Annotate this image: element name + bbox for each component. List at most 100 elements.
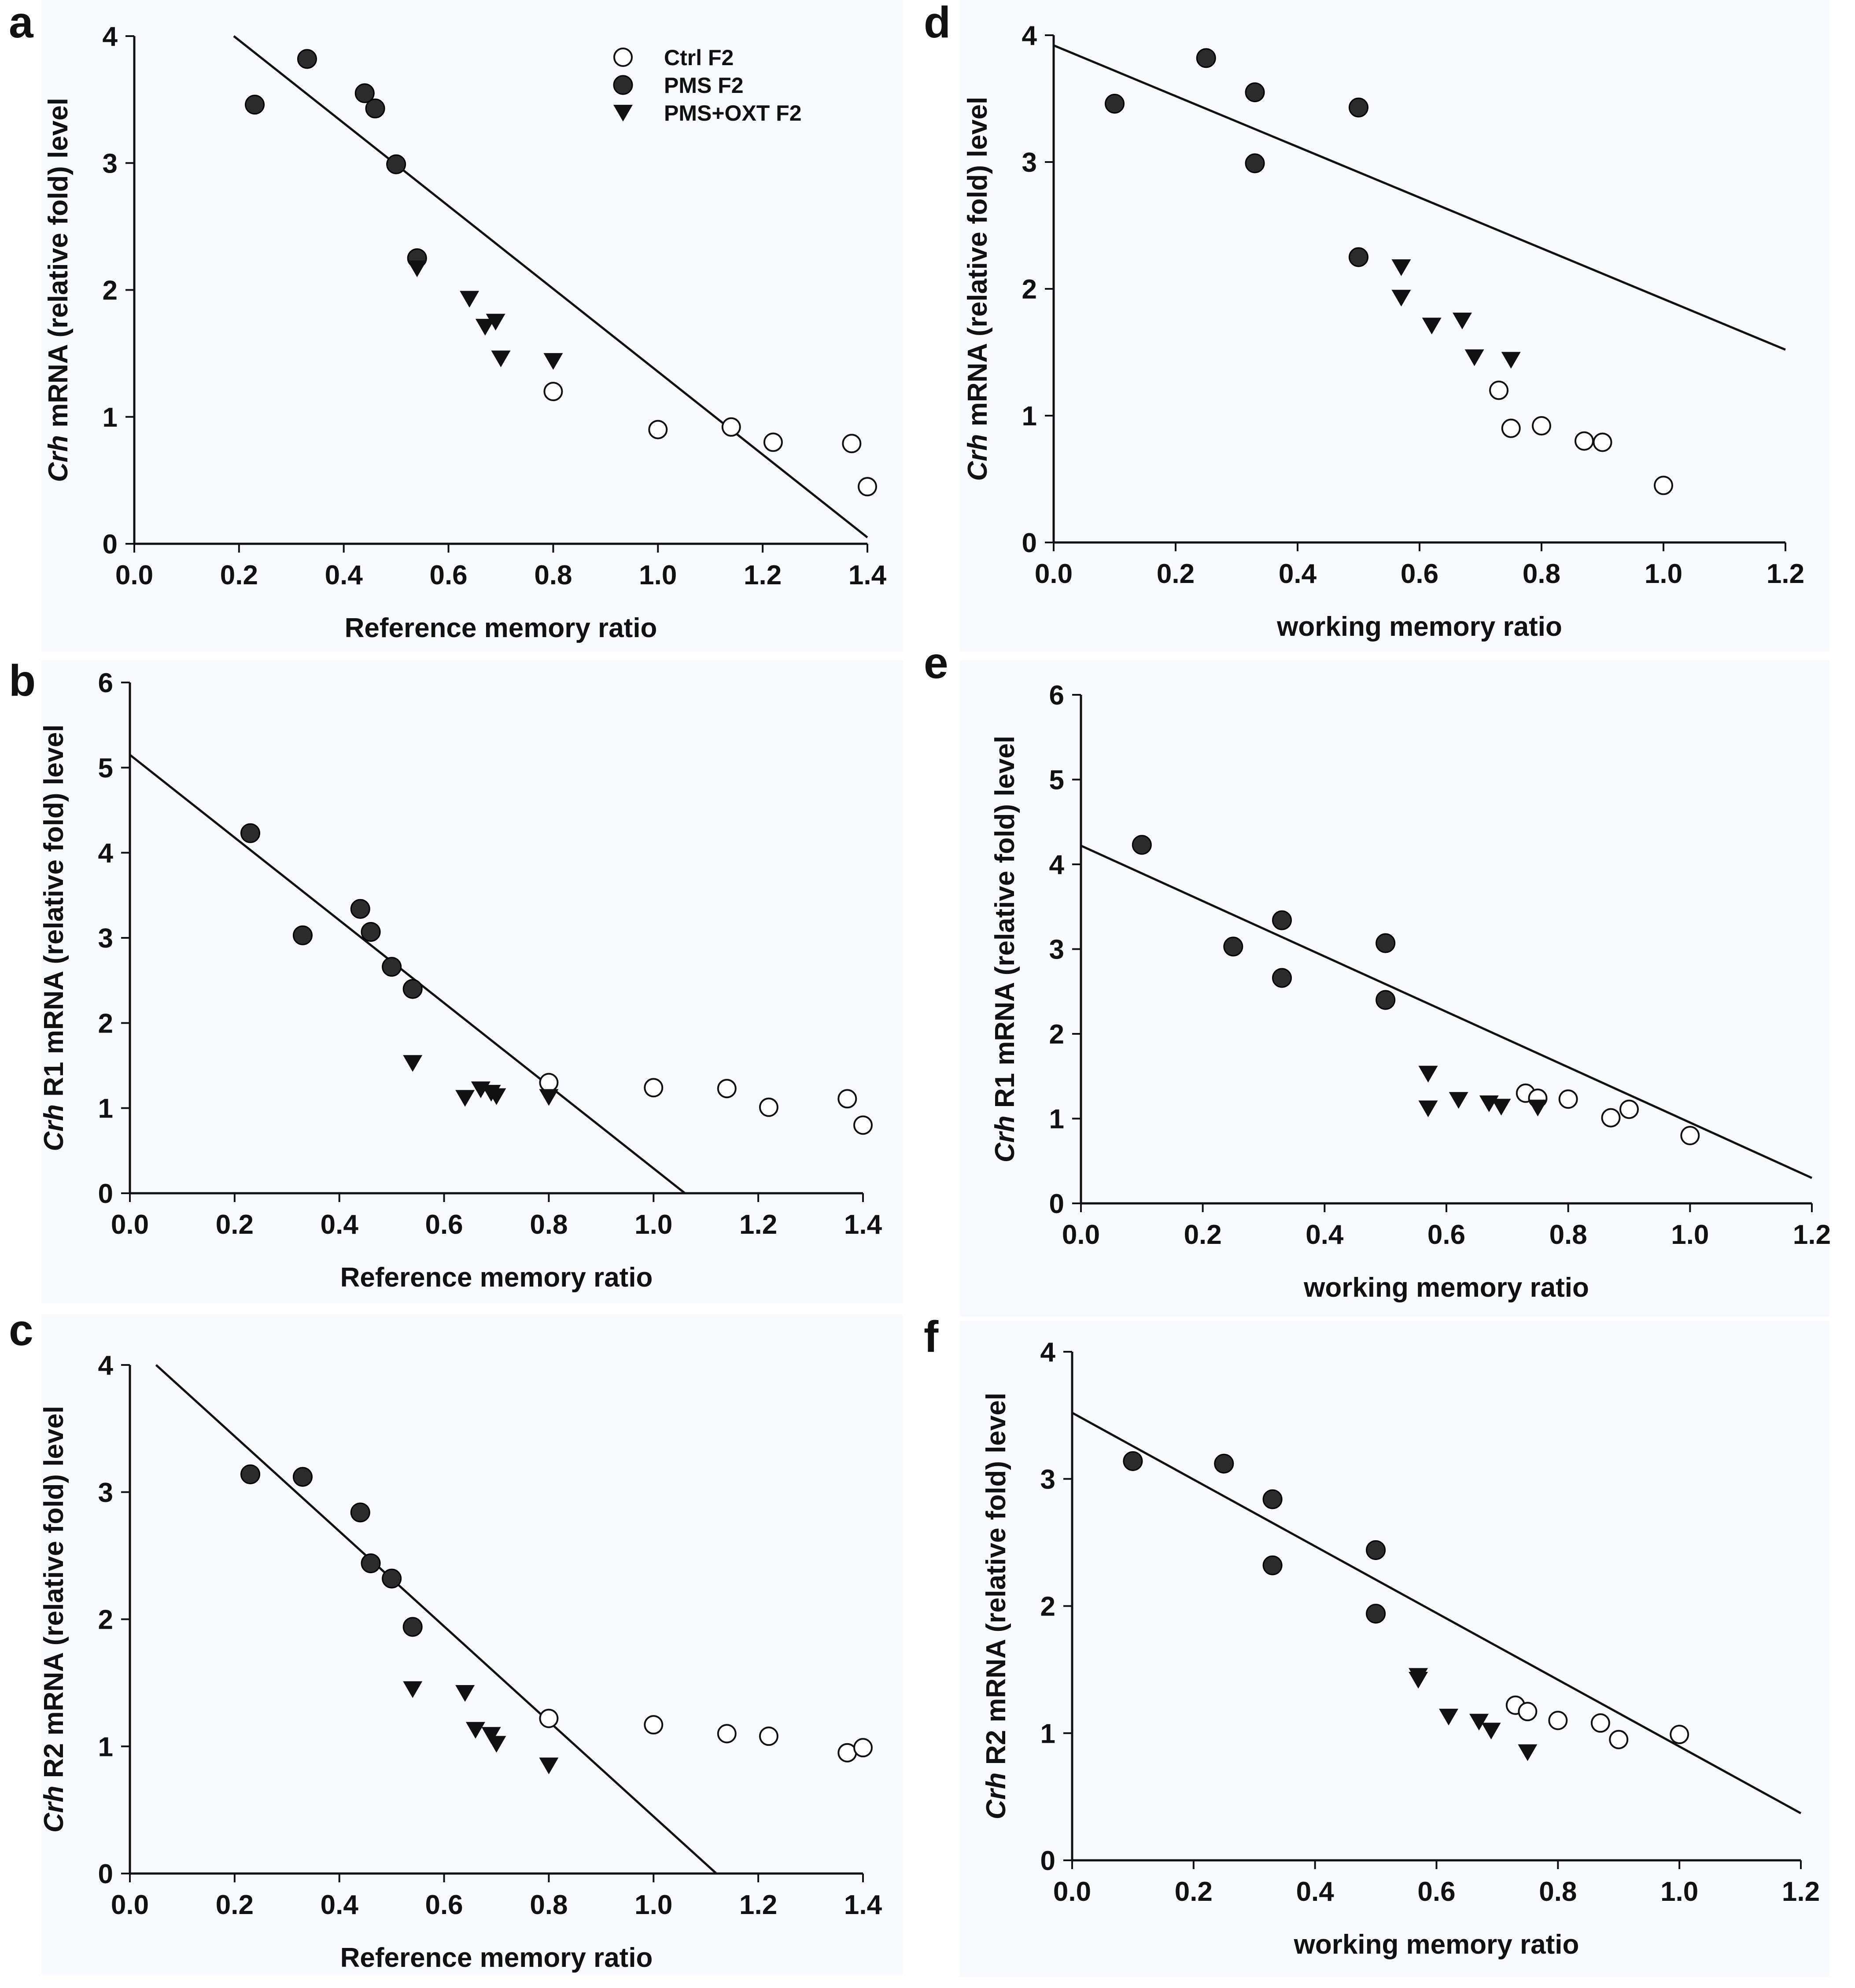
y-axis-title-part: Crh [39, 1104, 69, 1151]
data-point-pms [361, 1553, 381, 1573]
data-point-pms-oxt [543, 353, 563, 370]
data-point-ctrl [717, 1724, 737, 1744]
data-point-pms [354, 83, 375, 103]
data-point-pms-oxt [407, 260, 427, 277]
data-point-pms [1196, 48, 1216, 68]
data-point-ctrl [543, 382, 563, 402]
y-axis-title: Crh mRNA (relative fold) level [43, 98, 74, 482]
y-axis-title: Crh R1 mRNA (relative fold) level [990, 736, 1020, 1162]
panel-background [960, 0, 1829, 652]
data-point-ctrl [853, 1738, 873, 1758]
data-point-pms-oxt [1501, 352, 1521, 369]
y-tick-label: 4 [1049, 850, 1065, 880]
panel-background [42, 0, 903, 652]
panel-c: 0.0 0.2 0.4 0.6 0.8 1.0 1.2 1.4 0 1 2 3 4 Reference m… [9, 1306, 903, 1975]
data-point-ctrl [1609, 1730, 1629, 1749]
data-point-pms-oxt [1409, 1671, 1428, 1689]
x-tick-label: 1.2 [1782, 1877, 1820, 1907]
y-tick-label: 2 [1022, 274, 1037, 305]
y-tick-label: 4 [1022, 21, 1037, 51]
series-ctrl-f2 [1489, 380, 1673, 495]
data-point-pms [1272, 910, 1292, 930]
series-ctrl-f2 [539, 1708, 873, 1763]
x-tick-label: 0.4 [1296, 1877, 1335, 1907]
x-tick-label: 0.2 [1175, 1877, 1213, 1907]
x-axis-title: working memory ratio [1294, 1929, 1579, 1960]
data-point-ctrl [837, 1089, 857, 1109]
x-tick-label: 0.6 [1427, 1220, 1465, 1250]
series-ctrl-f2 [1505, 1695, 1689, 1749]
y-axis-title-part: Crh [981, 1772, 1011, 1819]
x-tick-label: 0.2 [216, 1210, 254, 1240]
data-point-pms-oxt [475, 319, 495, 336]
data-point-pms [361, 922, 381, 942]
y-tick-label: 0 [1022, 528, 1037, 558]
y-axis-title: Crh R2 mRNA (relative fold) level [39, 1406, 69, 1833]
x-tick-label: 1.2 [739, 1890, 777, 1920]
y-axis-title-part: Crh [963, 434, 993, 481]
panel-letter: c [9, 1306, 33, 1355]
panel-letter: f [924, 1312, 939, 1361]
x-tick-label: 1.2 [1793, 1220, 1831, 1250]
x-tick-label: 0.2 [1184, 1220, 1222, 1250]
data-point-ctrl [539, 1073, 559, 1092]
panel-background [42, 660, 903, 1303]
x-tick-label: 0.4 [325, 560, 363, 590]
series-pms-f2 [1105, 48, 1368, 267]
series-pms-f2 [240, 1464, 423, 1637]
y-tick-label: 0 [1049, 1189, 1064, 1219]
data-point-pms [1223, 937, 1243, 957]
data-point-ctrl [853, 1115, 873, 1135]
y-tick-label: 1 [98, 1094, 113, 1124]
data-point-pms-oxt [539, 1089, 559, 1106]
y-tick-label: 5 [1049, 765, 1064, 796]
y-axis-title-part: mRNA (relative fold) level [963, 97, 993, 434]
x-tick-label: 1.4 [844, 1890, 882, 1920]
data-point-ctrl [1680, 1126, 1700, 1145]
data-point-pms [402, 1617, 423, 1637]
x-tick-label: 1.2 [739, 1210, 777, 1240]
x-tick-label: 0.2 [220, 560, 258, 590]
regression-line [129, 754, 686, 1194]
data-point-pms-oxt [487, 1736, 506, 1753]
y-axis-title-part: Crh [43, 435, 74, 482]
y-tick-label: 4 [98, 1350, 114, 1381]
data-point-ctrl [1558, 1089, 1578, 1109]
data-point-ctrl [759, 1097, 778, 1117]
y-axis-title: Crh mRNA (relative fold) level [963, 97, 993, 481]
data-point-pms [1272, 968, 1292, 988]
y-tick-label: 0 [98, 1179, 113, 1209]
y-tick-label: 2 [98, 1008, 113, 1039]
y-tick-label: 4 [103, 22, 118, 52]
x-tick-label: 0.8 [530, 1210, 568, 1240]
data-point-ctrl [721, 417, 741, 437]
y-axis-title-part: mRNA (relative fold) level [43, 98, 74, 435]
data-point-pms-oxt [1391, 290, 1411, 307]
y-tick-label: 2 [103, 276, 118, 306]
data-point-pms [292, 925, 313, 945]
y-tick-label: 4 [98, 838, 114, 869]
y-tick-label: 0 [98, 1859, 113, 1889]
data-point-ctrl [1548, 1711, 1568, 1730]
data-point-pms [1376, 933, 1396, 953]
x-tick-label: 1.4 [844, 1210, 882, 1240]
legend: Ctrl F2 PMS F2 PMS+OXT F2 [613, 45, 802, 125]
data-point-pms [1349, 247, 1368, 267]
legend-marker-pms [613, 75, 633, 95]
data-point-pms [350, 1502, 370, 1523]
data-point-pms-oxt [1469, 1714, 1489, 1731]
x-tick-label: 1.0 [1645, 559, 1682, 589]
data-point-ctrl [1670, 1725, 1689, 1745]
y-axis-title-part: R1 mRNA (relative fold) level [39, 724, 69, 1104]
data-point-pms [297, 49, 317, 69]
data-point-pms-oxt [1528, 1099, 1548, 1117]
data-point-pms-oxt [455, 1090, 475, 1107]
regression-line [233, 35, 868, 538]
y-axis-title: Crh R1 mRNA (relative fold) level [39, 724, 69, 1151]
y-tick-label: 2 [98, 1605, 113, 1635]
panel-d: 0.0 0.2 0.4 0.6 0.8 1.0 1.2 0 1 2 3 4 working memory… [924, 0, 1829, 652]
data-point-ctrl [1489, 380, 1509, 400]
y-tick-label: 3 [98, 923, 113, 954]
x-tick-label: 0.2 [1157, 559, 1195, 589]
